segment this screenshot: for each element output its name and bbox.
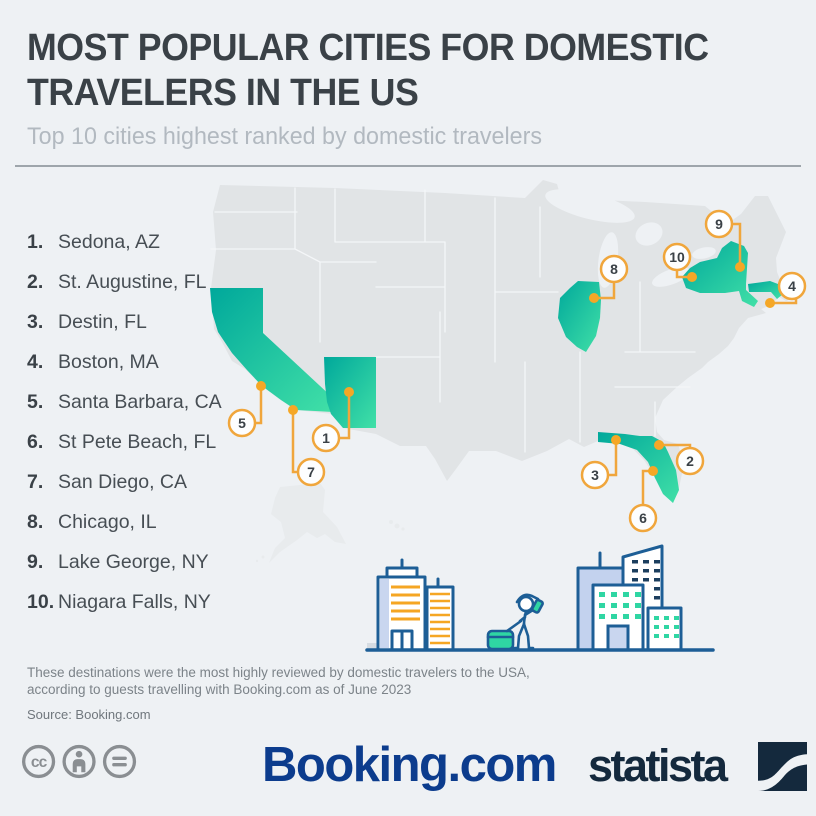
ranking-item-8: 8. Chicago, IL bbox=[27, 502, 222, 542]
ranking-item-3: 3. Destin, FL bbox=[27, 302, 222, 342]
booking-logo: Booking.com bbox=[262, 738, 557, 792]
ranking-item-1: 1. Sedona, AZ bbox=[27, 222, 222, 262]
hawaii bbox=[255, 520, 405, 563]
city-label: Niagara Falls, NY bbox=[58, 590, 211, 613]
rank-number: 10. bbox=[27, 590, 55, 613]
marker-number: 10 bbox=[669, 249, 685, 265]
equals-icon bbox=[112, 756, 127, 767]
marker-number: 7 bbox=[307, 464, 315, 480]
map-marker-4: 4 bbox=[765, 271, 807, 308]
rank-number: 9. bbox=[27, 550, 44, 573]
header-divider bbox=[15, 165, 801, 167]
state-massachusetts bbox=[748, 281, 783, 299]
traveler-illustration bbox=[486, 593, 544, 651]
marker-number: 2 bbox=[686, 453, 694, 469]
city-label: St Pete Beach, FL bbox=[58, 430, 217, 453]
page-subtitle: Top 10 cities highest ranked by domestic… bbox=[27, 123, 543, 150]
city-label: San Diego, CA bbox=[58, 470, 187, 493]
ranking-item-7: 7. San Diego, CA bbox=[27, 462, 222, 502]
rank-number: 4. bbox=[27, 350, 44, 373]
state-california bbox=[210, 288, 333, 412]
city-label: Santa Barbara, CA bbox=[58, 390, 222, 413]
ranking-list: 1. Sedona, AZ 2. St. Augustine, FL 3. Desti… bbox=[27, 222, 222, 622]
city-label: Chicago, IL bbox=[58, 510, 157, 533]
rank-number: 7. bbox=[27, 470, 44, 493]
page-title-line1: MOST POPULAR CITIES FOR DOMESTIC bbox=[27, 27, 709, 69]
rank-number: 3. bbox=[27, 310, 44, 333]
dark-windows bbox=[632, 560, 660, 600]
marker-number: 5 bbox=[238, 415, 246, 431]
attribution-person-icon bbox=[72, 750, 86, 773]
marker-number: 1 bbox=[322, 430, 330, 446]
suitcase-icon bbox=[486, 629, 515, 651]
map-marker-8: 8 bbox=[589, 254, 629, 303]
statista-logo-mark bbox=[758, 742, 807, 791]
map-marker-3: 3 bbox=[580, 435, 621, 490]
map-marker-2: 2 bbox=[654, 440, 705, 476]
attribution-icon bbox=[62, 744, 96, 779]
ranking-item-4: 4. Boston, MA bbox=[27, 342, 222, 382]
marker-number: 9 bbox=[715, 216, 723, 232]
phone-icon bbox=[530, 598, 544, 614]
page-title-line2: TRAVELERS IN THE US bbox=[27, 72, 419, 114]
city-label: Destin, FL bbox=[58, 310, 147, 333]
state-borders bbox=[210, 187, 696, 453]
marker-number: 6 bbox=[639, 510, 647, 526]
window-lines bbox=[391, 585, 420, 621]
marker-number: 8 bbox=[610, 261, 618, 277]
teal-windows-small bbox=[654, 616, 679, 638]
source-text: Source: Booking.com bbox=[27, 707, 151, 722]
statista-logo: statista bbox=[588, 740, 728, 791]
cap-icon bbox=[515, 593, 540, 604]
footnote-text: These destinations were the most highly … bbox=[27, 665, 530, 697]
ranking-item-6: 6. St Pete Beach, FL bbox=[27, 422, 222, 462]
map-marker-6: 6 bbox=[628, 466, 658, 533]
city-label: Boston, MA bbox=[58, 350, 159, 373]
cc-license-icons: cc bbox=[22, 744, 137, 779]
no-derivatives-icon bbox=[102, 744, 137, 779]
ranking-item-9: 9. Lake George, NY bbox=[27, 542, 222, 582]
marker-number: 3 bbox=[591, 467, 599, 483]
cc-icon bbox=[22, 744, 56, 779]
city-label: St. Augustine, FL bbox=[58, 270, 207, 293]
map-marker-9: 9 bbox=[704, 209, 745, 272]
map-marker-10: 10 bbox=[662, 242, 697, 282]
us-map: 1 2 3 4 5 6 7 bbox=[210, 180, 807, 563]
map-marker-7: 7 bbox=[288, 405, 326, 487]
city-label: Lake George, NY bbox=[58, 550, 209, 573]
rank-number: 2. bbox=[27, 270, 44, 293]
cc-label: cc bbox=[31, 754, 48, 771]
ranking-item-5: 5. Santa Barbara, CA bbox=[27, 382, 222, 422]
map-marker-1: 1 bbox=[311, 387, 354, 453]
window-lines bbox=[430, 592, 450, 645]
rank-number: 5. bbox=[27, 390, 44, 413]
rank-number: 8. bbox=[27, 510, 44, 533]
page-title: MOST POPULAR CITIES FOR DOMESTIC TRAVELE… bbox=[27, 26, 816, 116]
city-label: Sedona, AZ bbox=[58, 230, 160, 253]
map-marker-5: 5 bbox=[227, 381, 266, 438]
ranking-item-2: 2. St. Augustine, FL bbox=[27, 262, 222, 302]
right-buildings bbox=[576, 544, 683, 652]
left-buildings bbox=[367, 558, 455, 652]
rank-number: 1. bbox=[27, 230, 44, 253]
ranking-item-10: 10. Niagara Falls, NY bbox=[27, 582, 222, 622]
teal-windows bbox=[599, 592, 641, 619]
alaska bbox=[269, 483, 346, 563]
marker-number: 4 bbox=[788, 278, 796, 294]
city-illustration bbox=[365, 544, 715, 652]
rank-number: 6. bbox=[27, 430, 44, 453]
